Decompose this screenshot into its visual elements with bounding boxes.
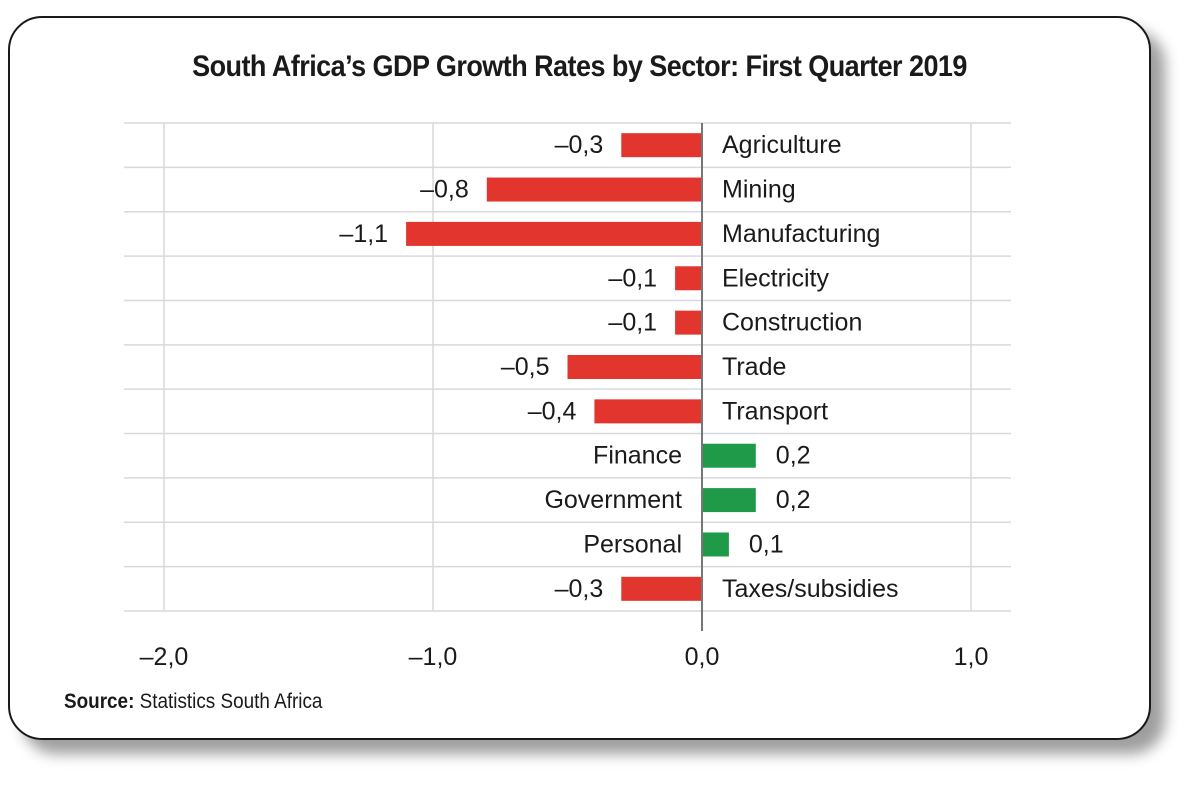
category-label: Manufacturing — [722, 220, 880, 248]
bar-value-label: –0,3 — [555, 575, 604, 603]
x-tick-label: 1,0 — [954, 643, 989, 671]
x-tick-label: –1,0 — [409, 643, 458, 671]
bar — [675, 266, 702, 291]
category-label: Transport — [722, 397, 828, 425]
bar-value-label: –0,1 — [608, 264, 657, 292]
bar-value-label: 0,1 — [749, 530, 784, 558]
category-label: Government — [544, 486, 682, 514]
category-label: Taxes/subsidies — [722, 575, 898, 603]
category-label: Agriculture — [722, 131, 842, 159]
bar-value-label: 0,2 — [776, 442, 811, 470]
bar — [406, 221, 702, 246]
bar — [702, 532, 729, 557]
category-label: Personal — [583, 530, 682, 558]
bar — [621, 576, 702, 601]
bar-value-label: –0,5 — [501, 353, 550, 381]
bar — [567, 355, 702, 379]
bar-value-label: –0,1 — [608, 309, 657, 337]
category-label: Construction — [722, 309, 862, 337]
source-text: Statistics South Africa — [139, 690, 323, 713]
chart-title: South Africa’s GDP Growth Rates by Secto… — [192, 50, 967, 83]
bar-value-label: –0,4 — [528, 397, 577, 425]
bar — [702, 443, 756, 468]
bar-value-label: –0,3 — [555, 131, 604, 159]
bar-value-label: 0,2 — [776, 486, 811, 514]
bar — [702, 488, 756, 513]
x-tick-label: –2,0 — [140, 643, 189, 671]
bar-value-label: –0,8 — [420, 176, 469, 204]
x-tick-label: 0,0 — [685, 643, 720, 671]
bar — [675, 310, 702, 335]
source-note: Source: Statistics South Africa — [64, 690, 322, 714]
source-label: Source: — [64, 690, 135, 713]
category-label: Electricity — [722, 264, 829, 292]
bar-value-label: –1,1 — [339, 220, 388, 248]
category-label: Finance — [593, 442, 682, 470]
category-label: Mining — [722, 176, 796, 204]
bar — [486, 177, 702, 202]
bar — [621, 133, 702, 158]
category-label: Trade — [722, 353, 786, 381]
bar — [594, 399, 702, 424]
